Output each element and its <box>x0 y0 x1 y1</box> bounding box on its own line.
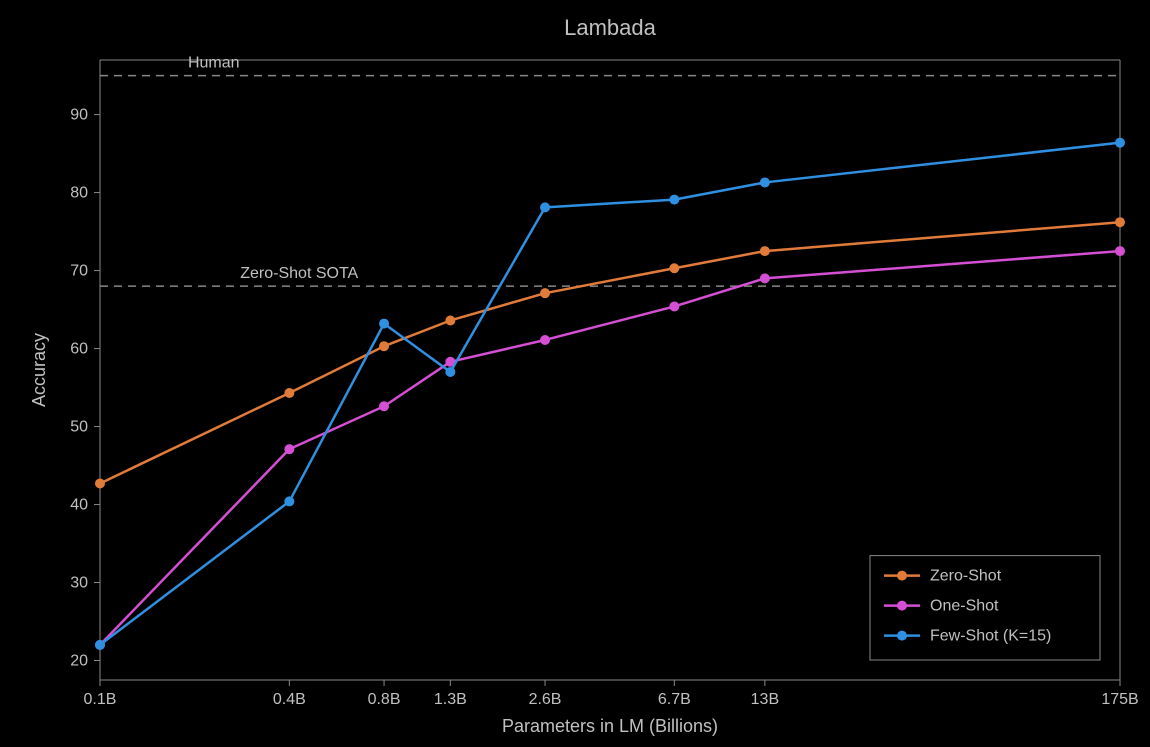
series-marker <box>379 319 389 329</box>
series-marker <box>540 288 550 298</box>
series-marker <box>445 367 455 377</box>
series-marker <box>760 273 770 283</box>
y-tick-label: 50 <box>70 419 88 436</box>
series-marker <box>95 478 105 488</box>
x-tick-label: 2.6B <box>529 691 562 708</box>
x-tick-label: 13B <box>751 691 779 708</box>
series-marker <box>284 444 294 454</box>
series-marker <box>540 202 550 212</box>
y-tick-label: 70 <box>70 263 88 280</box>
x-tick-label: 0.8B <box>368 691 401 708</box>
series-marker <box>379 341 389 351</box>
legend-label: One-Shot <box>930 598 999 615</box>
x-axis-label: Parameters in LM (Billions) <box>502 716 718 736</box>
x-tick-label: 6.7B <box>658 691 691 708</box>
series-marker <box>379 401 389 411</box>
series-marker <box>1115 138 1125 148</box>
x-tick-label: 0.4B <box>273 691 306 708</box>
chart-svg: Lambada 0.1B 0.4B 0.8B 1.3B 2.6B 6.7B 13B 175B Pa… <box>0 0 1150 747</box>
y-tick-label: 90 <box>70 107 88 124</box>
series-marker <box>669 263 679 273</box>
series-marker <box>760 246 770 256</box>
legend-label: Few-Shot (K=15) <box>930 628 1051 645</box>
legend-swatch-marker <box>897 631 907 641</box>
y-tick-label: 20 <box>70 653 88 670</box>
series-marker <box>1115 246 1125 256</box>
x-tick-label: 1.3B <box>434 691 467 708</box>
series-marker <box>669 301 679 311</box>
y-tick-label: 30 <box>70 575 88 592</box>
legend-label: Zero-Shot <box>930 568 1002 585</box>
reference-line-label: Human <box>188 55 240 72</box>
reference-line-label: Zero-Shot SOTA <box>240 265 358 282</box>
y-axis-label: Accuracy <box>29 333 49 407</box>
chart-container: Lambada 0.1B 0.4B 0.8B 1.3B 2.6B 6.7B 13B 175B Pa… <box>0 0 1150 747</box>
chart-title: Lambada <box>564 15 657 40</box>
series-marker <box>669 195 679 205</box>
series-marker <box>95 640 105 650</box>
series-marker <box>284 496 294 506</box>
series-marker <box>1115 217 1125 227</box>
y-tick-label: 40 <box>70 497 88 514</box>
series-marker <box>760 177 770 187</box>
legend-swatch-marker <box>897 571 907 581</box>
series-marker <box>284 388 294 398</box>
series-marker <box>540 335 550 345</box>
series-marker <box>445 315 455 325</box>
y-tick-label: 80 <box>70 185 88 202</box>
x-tick-label: 0.1B <box>84 691 117 708</box>
legend-swatch-marker <box>897 601 907 611</box>
x-tick-label: 175B <box>1101 691 1138 708</box>
y-tick-label: 60 <box>70 341 88 358</box>
